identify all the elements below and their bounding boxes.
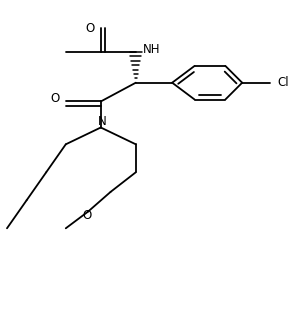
Text: N: N	[98, 115, 107, 128]
Text: O: O	[86, 21, 95, 35]
Text: O: O	[82, 209, 91, 222]
Text: NH: NH	[142, 43, 160, 56]
Text: O: O	[51, 92, 60, 105]
Text: Cl: Cl	[277, 76, 289, 89]
